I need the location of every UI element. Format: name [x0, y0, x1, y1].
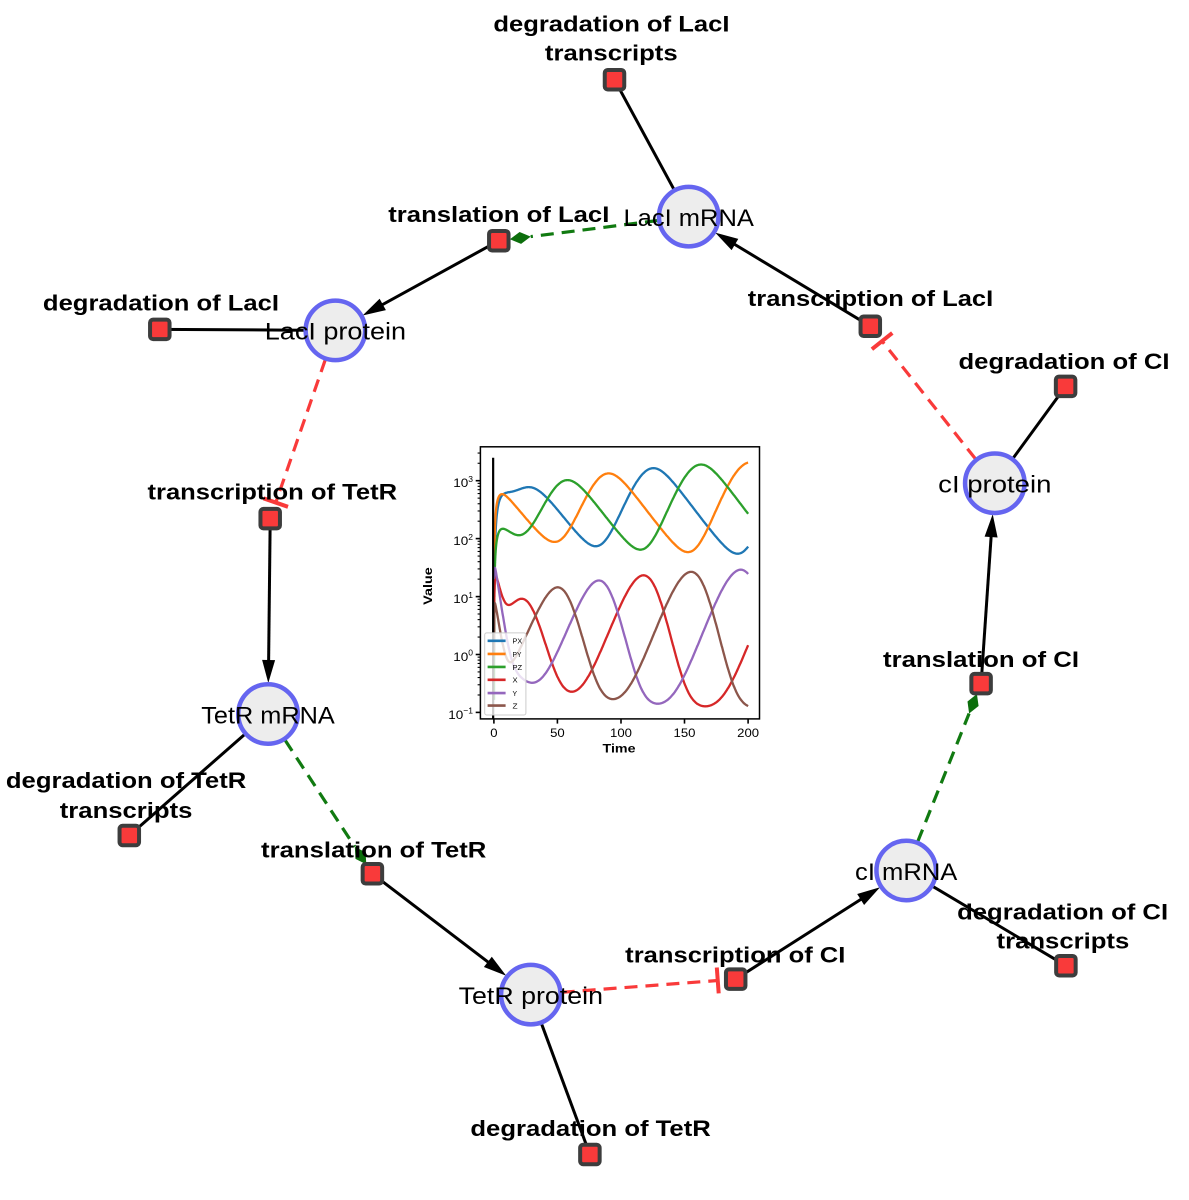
- svg-text:degradation of LacI: degradation of LacI: [493, 11, 729, 36]
- svg-text:PX: PX: [513, 637, 523, 646]
- svg-text:Value: Value: [421, 567, 435, 605]
- svg-text:translation of TetR: translation of TetR: [261, 838, 487, 863]
- svg-text:Y: Y: [513, 689, 518, 698]
- svg-text:100: 100: [453, 648, 473, 664]
- svg-text:100: 100: [610, 728, 632, 740]
- svg-text:degradation of LacI: degradation of LacI: [43, 291, 279, 316]
- svg-text:10−1: 10−1: [448, 706, 473, 722]
- svg-text:Z: Z: [513, 702, 519, 711]
- svg-text:Time: Time: [603, 742, 636, 756]
- svg-text:transcripts: transcripts: [545, 40, 678, 65]
- svg-text:LacI protein: LacI protein: [265, 319, 406, 346]
- svg-text:translation of CI: translation of CI: [883, 647, 1079, 672]
- svg-text:50: 50: [550, 728, 565, 740]
- svg-text:translation of LacI: translation of LacI: [388, 202, 609, 227]
- svg-text:200: 200: [737, 728, 759, 740]
- svg-text:transcripts: transcripts: [997, 928, 1130, 953]
- svg-text:LacI mRNA: LacI mRNA: [624, 205, 754, 232]
- svg-text:degradation of TetR: degradation of TetR: [470, 1116, 711, 1141]
- svg-text:TetR protein: TetR protein: [459, 983, 603, 1010]
- svg-text:103: 103: [453, 474, 473, 490]
- svg-text:cI mRNA: cI mRNA: [855, 859, 957, 886]
- svg-text:transcription of CI: transcription of CI: [625, 943, 845, 968]
- svg-text:TetR mRNA: TetR mRNA: [201, 702, 335, 729]
- svg-text:150: 150: [674, 728, 696, 740]
- svg-text:degradation of CI: degradation of CI: [957, 899, 1168, 924]
- svg-text:PY: PY: [513, 650, 522, 659]
- svg-text:0: 0: [490, 728, 497, 740]
- svg-text:101: 101: [453, 590, 473, 606]
- svg-text:transcripts: transcripts: [60, 798, 193, 823]
- svg-text:X: X: [513, 676, 518, 685]
- svg-text:degradation of TetR: degradation of TetR: [6, 768, 247, 793]
- svg-text:transcription of TetR: transcription of TetR: [147, 480, 397, 505]
- svg-text:degradation of CI: degradation of CI: [959, 349, 1170, 374]
- svg-text:cI protein: cI protein: [938, 472, 1051, 499]
- svg-text:PZ: PZ: [513, 663, 523, 672]
- svg-text:transcription of LacI: transcription of LacI: [748, 286, 993, 311]
- svg-text:102: 102: [453, 532, 473, 548]
